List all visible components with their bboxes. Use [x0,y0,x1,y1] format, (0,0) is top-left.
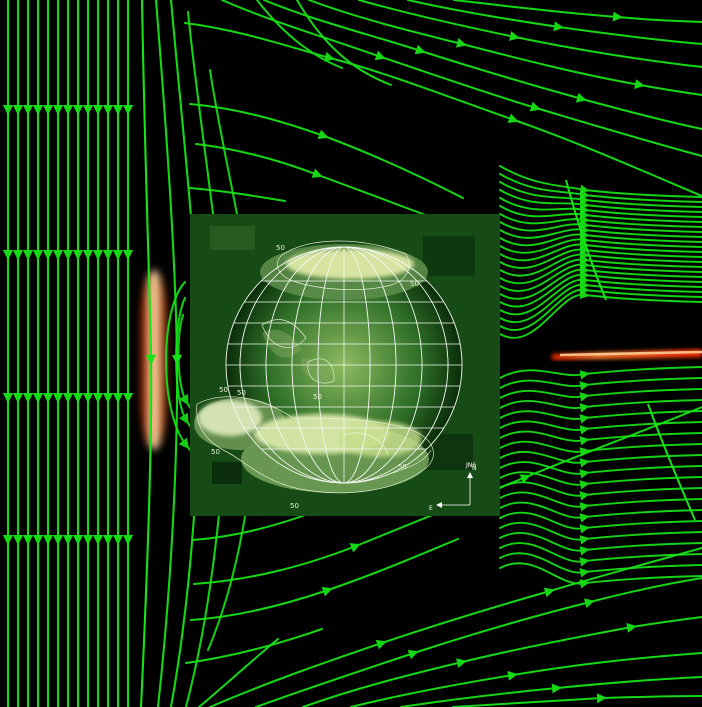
field-line [499,289,702,339]
scale-label: JN6 [465,462,476,469]
contour-label: 50 [276,244,285,252]
contour-label: 50 [410,280,419,288]
sunward-field-lines [2,0,134,707]
field-line [452,693,702,707]
field-line [499,410,702,424]
field-line [499,450,702,468]
field-line [358,0,702,68]
field-line [499,377,702,391]
field-line [190,538,459,621]
field-line [198,638,279,707]
field-line [453,0,702,23]
field-line [499,366,702,380]
field-line [139,0,157,707]
tail-ridge-bottom [647,403,696,521]
field-line [189,187,286,202]
tail-ridge-top [565,179,607,301]
field-line [350,652,702,707]
field-line [499,430,702,446]
field-line [499,461,702,479]
contour-lines [196,240,434,494]
tail-current-core [559,350,702,357]
contour-label: 50 [290,502,299,510]
open-field-lines [184,0,702,707]
contour-label: 50 [398,463,407,471]
field-line [256,0,343,69]
field-line [499,471,702,490]
contour-label: 50 [219,386,228,394]
tail-field-lines [499,165,702,589]
field-line [499,552,702,578]
latitude-longitude-grid [225,246,463,484]
contour-label: 50 [237,389,246,397]
longitude-line [239,246,449,484]
field-line [499,399,702,413]
field-line [407,0,702,45]
north-label: N [472,465,477,472]
orientation-indicator: N E JN6 [429,462,477,512]
field-line [400,676,702,707]
planet-inset: 50 50 50 50 50 50 50 50 N E JN6 [190,214,500,516]
field-line [308,0,702,96]
field-line [296,0,392,86]
field-line [499,562,702,589]
field-line [189,103,464,199]
field-line [499,420,702,435]
contour-label: 50 [313,393,322,401]
contour-label: 50 [211,448,220,456]
field-line [195,143,429,217]
field-line [499,388,702,402]
east-label: E [429,505,433,512]
field-line [302,616,702,707]
field-line [185,628,323,664]
contour-labels: 50 50 50 50 50 50 50 50 [211,244,419,510]
field-line [499,440,702,457]
